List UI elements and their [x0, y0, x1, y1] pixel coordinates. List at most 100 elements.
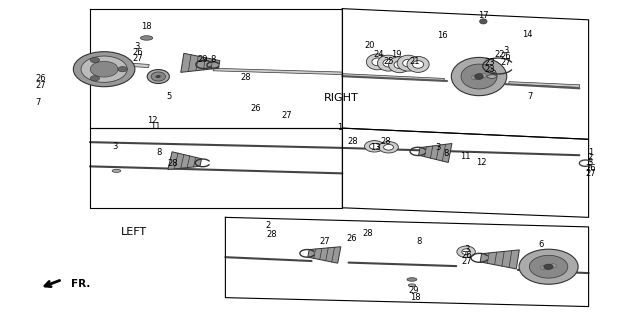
Text: 27: 27: [320, 237, 331, 246]
Text: 3: 3: [588, 158, 593, 167]
Text: 26: 26: [251, 104, 262, 113]
Ellipse shape: [155, 76, 158, 78]
Text: 27: 27: [585, 169, 596, 178]
Polygon shape: [308, 247, 341, 263]
Ellipse shape: [475, 74, 483, 79]
Ellipse shape: [157, 76, 160, 77]
Text: 27: 27: [500, 58, 511, 67]
Text: 28: 28: [168, 159, 178, 168]
Ellipse shape: [480, 73, 486, 78]
Ellipse shape: [372, 58, 383, 66]
Ellipse shape: [379, 141, 399, 153]
Text: 29: 29: [197, 55, 208, 64]
Ellipse shape: [544, 265, 550, 269]
Text: 1: 1: [337, 123, 342, 132]
Text: 7: 7: [528, 92, 533, 101]
Ellipse shape: [378, 55, 400, 71]
Ellipse shape: [488, 70, 495, 73]
Polygon shape: [213, 68, 342, 75]
Text: 2: 2: [588, 153, 593, 162]
Text: 18: 18: [410, 293, 420, 302]
Ellipse shape: [451, 57, 507, 96]
Text: 24: 24: [373, 50, 384, 59]
Ellipse shape: [370, 143, 379, 149]
Ellipse shape: [397, 55, 420, 71]
Ellipse shape: [141, 36, 153, 40]
Text: 26: 26: [462, 251, 472, 260]
Text: 11: 11: [460, 152, 471, 161]
Ellipse shape: [73, 52, 135, 87]
Text: 1: 1: [588, 148, 593, 156]
Text: 3: 3: [112, 142, 117, 151]
Polygon shape: [168, 152, 202, 170]
Text: 27: 27: [281, 111, 292, 120]
Text: 8: 8: [157, 148, 162, 157]
Ellipse shape: [112, 169, 121, 172]
Text: 8: 8: [210, 55, 216, 64]
Text: 26: 26: [346, 234, 357, 243]
Ellipse shape: [540, 266, 548, 270]
Text: 26: 26: [35, 74, 46, 83]
Ellipse shape: [478, 74, 484, 78]
Ellipse shape: [547, 264, 554, 268]
Text: 23: 23: [485, 65, 495, 74]
Ellipse shape: [544, 264, 553, 269]
Text: 3: 3: [503, 45, 508, 55]
Polygon shape: [181, 53, 220, 72]
Text: 13: 13: [370, 143, 381, 152]
Text: 14: 14: [522, 30, 532, 39]
Text: 27: 27: [35, 81, 46, 90]
Ellipse shape: [461, 64, 497, 89]
Polygon shape: [480, 250, 520, 269]
Ellipse shape: [407, 56, 429, 72]
Text: 3: 3: [135, 42, 140, 51]
Ellipse shape: [81, 56, 127, 82]
Text: 17: 17: [478, 12, 489, 20]
Text: 18: 18: [141, 22, 152, 31]
Polygon shape: [342, 74, 444, 81]
Text: 5: 5: [166, 92, 172, 101]
Ellipse shape: [147, 69, 170, 84]
Text: 20: 20: [365, 41, 375, 51]
Text: 7: 7: [35, 98, 40, 107]
Ellipse shape: [487, 75, 497, 78]
Ellipse shape: [462, 249, 470, 255]
Ellipse shape: [159, 75, 161, 77]
Text: 26: 26: [132, 48, 143, 57]
Text: 11: 11: [151, 122, 161, 131]
Text: 12: 12: [476, 158, 486, 167]
Text: 2: 2: [266, 221, 271, 230]
Text: 27: 27: [132, 53, 143, 62]
Polygon shape: [418, 143, 452, 163]
Ellipse shape: [408, 284, 416, 286]
Ellipse shape: [403, 59, 414, 67]
Ellipse shape: [550, 264, 557, 268]
Ellipse shape: [156, 76, 159, 77]
Text: RIGHT: RIGHT: [324, 93, 358, 103]
Ellipse shape: [474, 75, 481, 79]
Ellipse shape: [383, 59, 394, 67]
Text: 28: 28: [241, 73, 251, 82]
Ellipse shape: [457, 246, 475, 258]
Ellipse shape: [394, 61, 405, 68]
Text: 26: 26: [500, 52, 511, 61]
Text: 3: 3: [435, 143, 441, 152]
Ellipse shape: [118, 67, 127, 72]
Ellipse shape: [366, 54, 389, 70]
Ellipse shape: [384, 144, 394, 150]
Ellipse shape: [365, 140, 384, 152]
Text: 27: 27: [462, 258, 472, 267]
Text: 6: 6: [538, 240, 544, 249]
Ellipse shape: [389, 57, 411, 73]
Ellipse shape: [519, 249, 578, 284]
Text: 16: 16: [437, 31, 448, 40]
Text: 22: 22: [494, 50, 505, 59]
Polygon shape: [508, 82, 580, 87]
Text: 25: 25: [383, 57, 394, 66]
Ellipse shape: [479, 19, 487, 24]
Text: 23: 23: [485, 58, 495, 67]
Text: 28: 28: [362, 229, 373, 238]
Ellipse shape: [157, 76, 160, 77]
Polygon shape: [90, 60, 149, 68]
Ellipse shape: [529, 255, 568, 278]
